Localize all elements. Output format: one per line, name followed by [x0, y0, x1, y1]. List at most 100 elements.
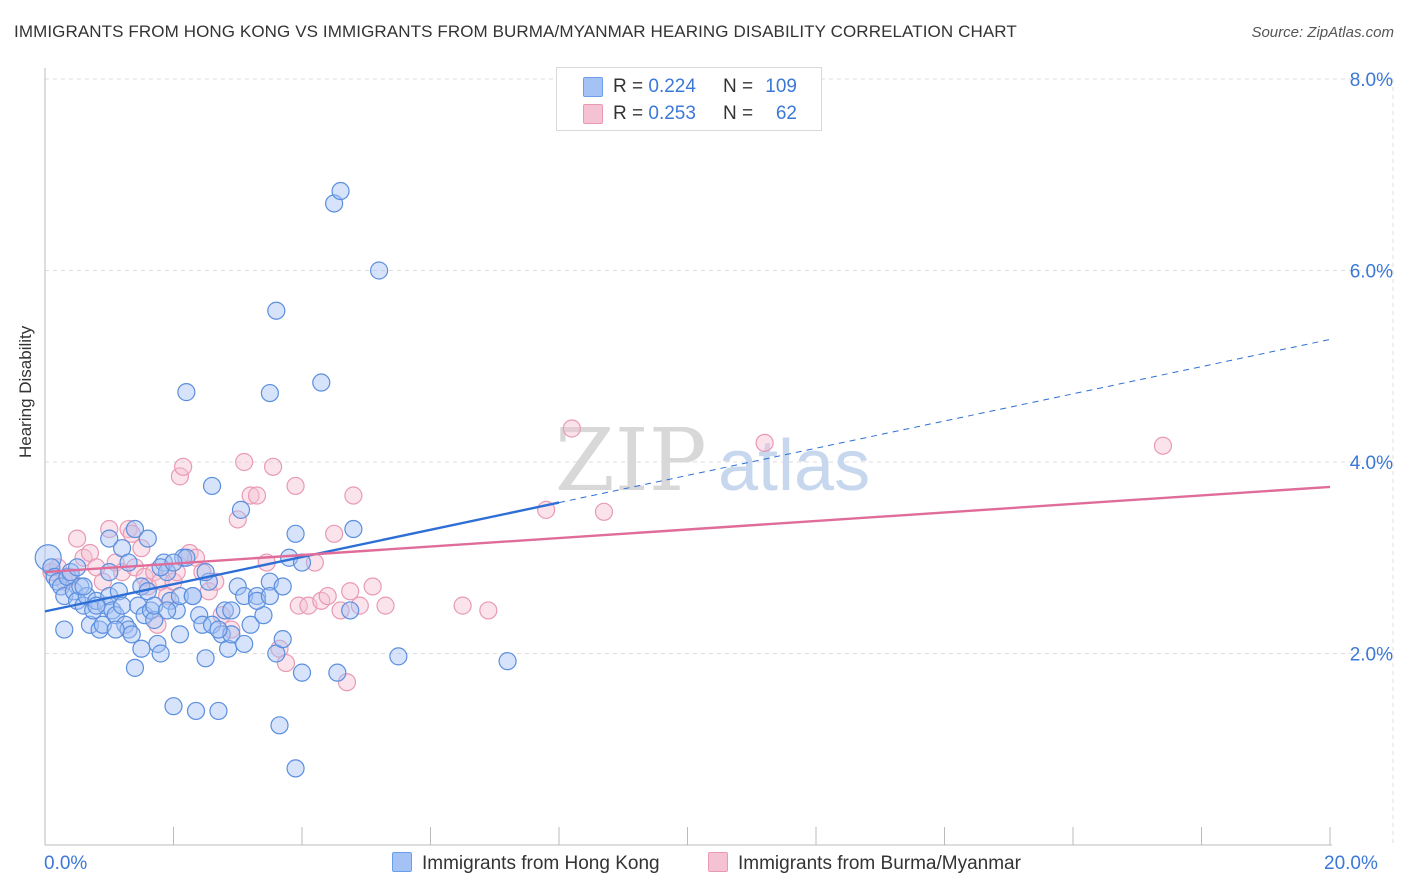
- hong-kong-point: [341, 601, 360, 620]
- burma-myanmar-point: [376, 596, 395, 615]
- axes: [44, 68, 1332, 846]
- bottom-legend-label: Immigrants from Burma/Myanmar: [738, 853, 1021, 874]
- burma-myanmar-point: [247, 486, 267, 505]
- hong-kong-point: [170, 625, 190, 644]
- burma-myanmar-point: [479, 601, 498, 620]
- burma-myanmar-point: [1153, 436, 1173, 455]
- burma-myanmar-point: [331, 601, 350, 620]
- hong-kong-point: [167, 601, 186, 620]
- hong-kong-point: [145, 610, 164, 630]
- hong-kong-point: [170, 586, 190, 606]
- hong-kong-point: [68, 558, 87, 577]
- chart-title: IMMIGRANTS FROM HONG KONG VS IMMIGRANTS …: [14, 22, 1017, 41]
- hong-kong-point: [151, 644, 170, 663]
- hong-kong-point: [196, 649, 215, 668]
- trend-lines: [44, 338, 1331, 613]
- x-tick-max: 20.0%: [1324, 853, 1378, 874]
- series-hong-kong: [34, 181, 517, 778]
- burma-myanmar-point: [594, 502, 614, 521]
- y-tick-label: 2.0%: [1350, 645, 1393, 666]
- hong-kong-point: [100, 563, 119, 582]
- hong-kong-point: [370, 261, 389, 280]
- r-label: R =: [613, 76, 644, 97]
- hong-kong-point: [312, 373, 331, 392]
- burma-myanmar-point: [263, 457, 283, 476]
- y-tick-label: 4.0%: [1350, 453, 1393, 474]
- legend-r-label: R = 0.224: [613, 76, 696, 98]
- hong-kong-point: [80, 615, 100, 634]
- watermark: ZIP atlas: [555, 411, 870, 511]
- y-tick-labels: 2.0% 4.0% 6.0% 8.0%: [1350, 70, 1393, 666]
- burma-myanmar-point: [174, 457, 193, 476]
- hong-kong-point: [164, 697, 183, 716]
- hong-kong-point: [331, 181, 350, 201]
- hong-kong-point: [74, 577, 93, 596]
- hong-kong-point: [106, 620, 125, 639]
- hong-kong-point: [122, 625, 141, 644]
- hong-kong-point: [292, 663, 312, 682]
- hong-kong-trend-line: [44, 501, 560, 613]
- burma-myanmar-point: [170, 467, 190, 486]
- burma-myanmar-point: [344, 486, 363, 505]
- hong-kong-point: [157, 601, 177, 620]
- hong-kong-point: [267, 301, 286, 320]
- bottom-swatch-pink: [708, 852, 728, 872]
- hong-kong-point: [55, 620, 74, 639]
- n-label: N =: [723, 76, 754, 97]
- bottom-legend-burma-myanmar: Immigrants from Burma/Myanmar: [708, 852, 1021, 875]
- hong-kong-point: [389, 647, 408, 666]
- source-label: Source: ZipAtlas.com: [1251, 24, 1394, 41]
- burma-myanmar-point: [276, 653, 296, 673]
- hong-kong-point: [270, 716, 289, 735]
- burma-myanmar-point: [68, 529, 87, 548]
- hong-kong-point: [215, 601, 234, 620]
- hong-kong-point: [273, 630, 292, 649]
- r-value: 0.224: [648, 76, 696, 97]
- burma-myanmar-point: [562, 419, 581, 438]
- n-label: N =: [723, 103, 754, 124]
- legend-swatch-blue: [583, 77, 603, 97]
- bottom-swatch-blue: [392, 852, 412, 872]
- hong-kong-point: [106, 606, 125, 625]
- correlation-legend: R = 0.224 N = 109 R = 0.253 N = 62: [556, 67, 822, 131]
- hong-kong-point: [241, 615, 260, 634]
- burma-myanmar-point: [350, 596, 369, 615]
- hong-kong-point: [260, 586, 279, 606]
- hong-kong-point: [209, 620, 228, 639]
- x-tick-min: 0.0%: [44, 853, 88, 874]
- hong-kong-point: [183, 586, 202, 606]
- hong-kong-point: [119, 553, 138, 572]
- hong-kong-point: [190, 606, 209, 625]
- hong-kong-point: [247, 586, 267, 606]
- burma-myanmar-point: [341, 582, 360, 601]
- burma-myanmar-point: [241, 486, 260, 505]
- burma-myanmar-point: [132, 539, 151, 558]
- r-value: 0.253: [648, 103, 696, 124]
- hong-kong-point: [112, 596, 132, 615]
- hong-kong-point: [286, 524, 305, 543]
- burma-myanmar-point: [222, 620, 241, 639]
- burma-myanmar-point: [453, 596, 472, 615]
- y-tick-label: 8.0%: [1350, 70, 1393, 91]
- burma-myanmar-point: [337, 673, 357, 692]
- hong-kong-point: [138, 529, 157, 548]
- hong-kong-point: [235, 634, 254, 654]
- hong-kong-point: [286, 759, 305, 778]
- hong-kong-point: [209, 701, 228, 721]
- hong-kong-point: [498, 652, 517, 671]
- hong-kong-point: [273, 577, 292, 596]
- hong-kong-point: [202, 476, 222, 496]
- n-value: 109: [765, 76, 797, 97]
- hong-kong-point: [344, 519, 363, 539]
- legend-swatch-pink: [583, 104, 603, 124]
- burma-myanmar-point: [228, 510, 247, 529]
- hong-kong-point: [177, 383, 196, 402]
- burma-myanmar-point: [755, 433, 774, 452]
- hong-kong-point: [260, 383, 279, 403]
- burma-myanmar-point: [100, 519, 119, 539]
- hong-kong-point: [100, 529, 119, 548]
- series-burma-myanmar: [42, 419, 1173, 692]
- burma-myanmar-point: [318, 586, 337, 606]
- hong-kong-point: [222, 601, 241, 620]
